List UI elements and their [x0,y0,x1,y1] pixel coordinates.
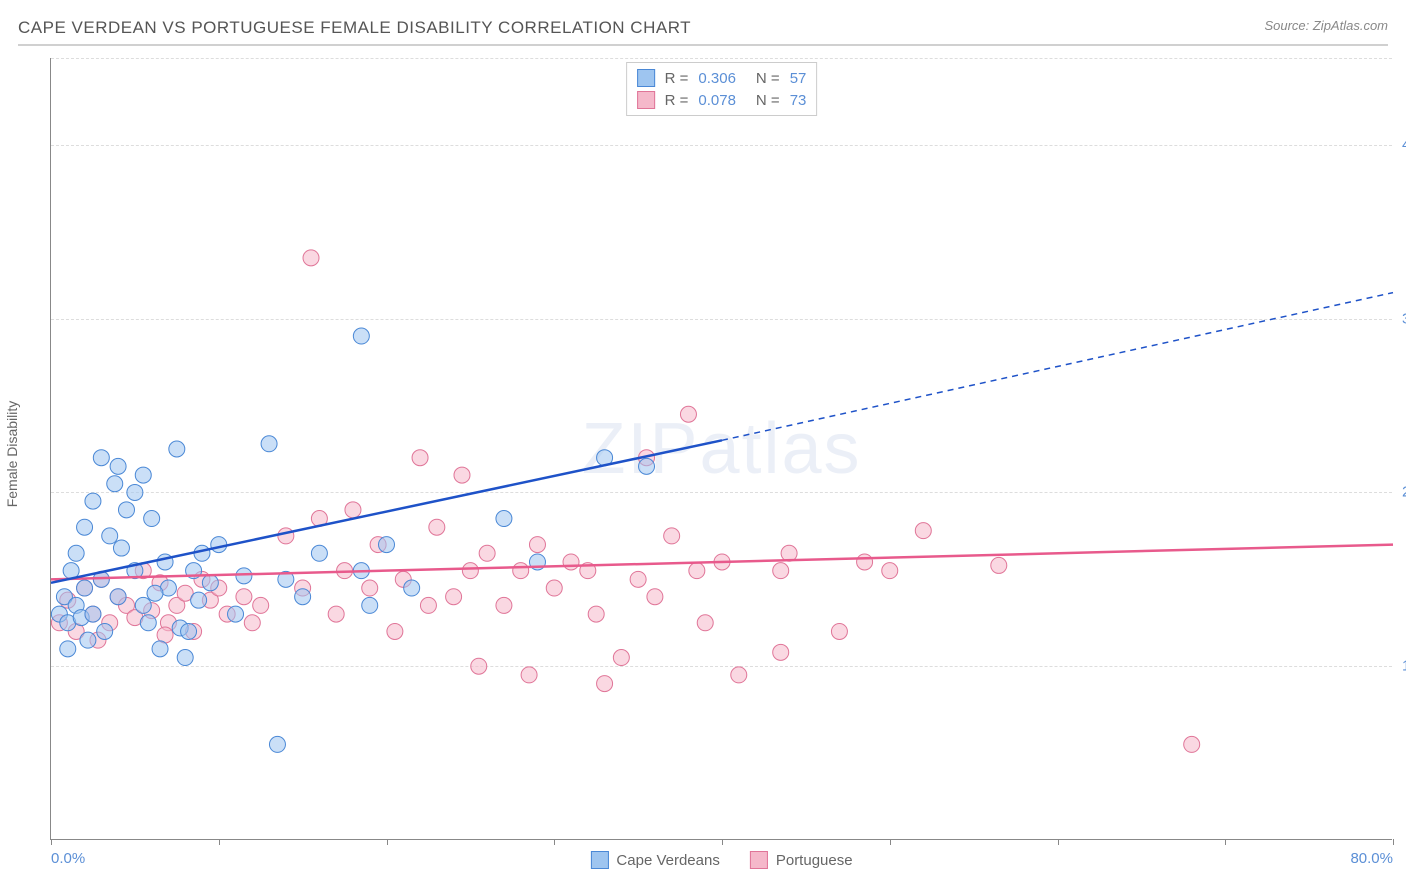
legend-row-cape: R = 0.306 N = 57 [637,67,807,89]
r-value-cape: 0.306 [698,70,736,87]
r-label: R = [665,92,689,109]
legend-item-port: Portuguese [750,851,853,869]
series-legend: Cape Verdeans Portuguese [590,851,852,869]
correlation-legend: R = 0.306 N = 57 R = 0.078 N = 73 [626,62,818,116]
n-value-cape: 57 [790,70,807,87]
chart-title: CAPE VERDEAN VS PORTUGUESE FEMALE DISABI… [18,18,691,38]
chart-header: CAPE VERDEAN VS PORTUGUESE FEMALE DISABI… [18,18,1388,46]
r-label: R = [665,70,689,87]
swatch-port-icon [750,851,768,869]
swatch-cape-icon [637,69,655,87]
plot-area: ZIPatlas 10.0%20.0%30.0%40.0%0.0%80.0% R… [50,58,1392,840]
n-label: N = [756,92,780,109]
scatter-svg [51,58,1392,839]
n-value-port: 73 [790,92,807,109]
r-value-port: 0.078 [698,92,736,109]
legend-item-cape: Cape Verdeans [590,851,719,869]
legend-label-cape: Cape Verdeans [616,852,719,869]
swatch-cape-icon [590,851,608,869]
legend-label-port: Portuguese [776,852,853,869]
swatch-port-icon [637,91,655,109]
source-label: Source: ZipAtlas.com [1264,18,1388,33]
legend-row-port: R = 0.078 N = 73 [637,89,807,111]
y-axis-label: Female Disability [4,401,20,508]
n-label: N = [756,70,780,87]
